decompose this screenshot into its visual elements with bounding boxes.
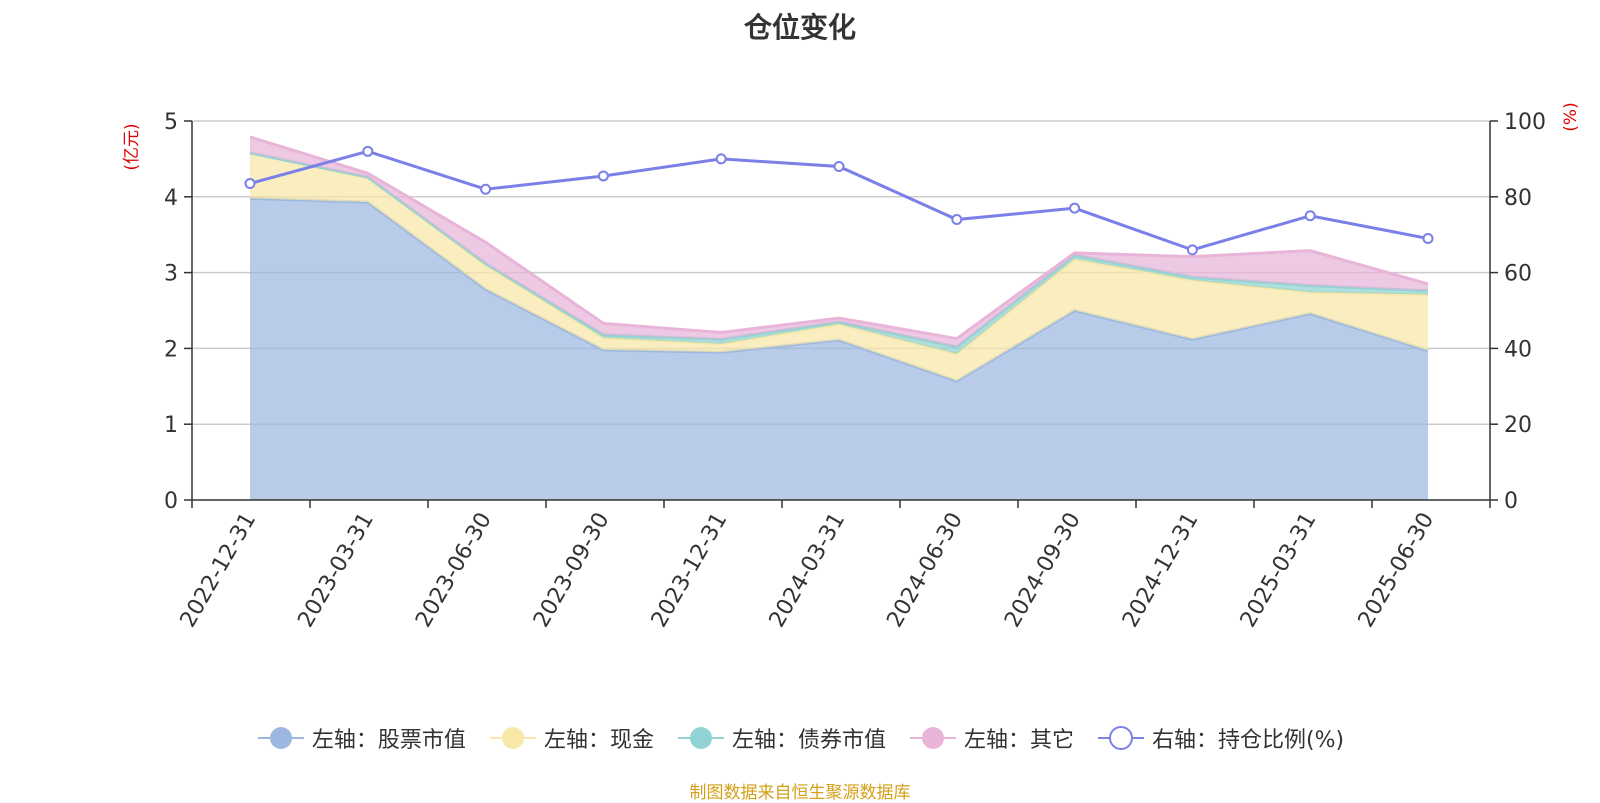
left-tick-label: 4 bbox=[164, 186, 178, 211]
line-point bbox=[833, 160, 845, 172]
chart-plot: 0 1 2 3 4 5 0 20 40 60 80 100 (亿元) (%) 2022-12-31 2023-… bbox=[122, 102, 1581, 632]
left-tick-label: 1 bbox=[164, 413, 178, 438]
x-tick-label: 2023-03-31 bbox=[293, 509, 379, 632]
legend-item[interactable]: 右轴：持仓比例(%) bbox=[1096, 722, 1344, 754]
line-point bbox=[1069, 202, 1081, 214]
x-tick-label: 2023-06-30 bbox=[411, 509, 497, 632]
left-tick-label: 3 bbox=[164, 262, 178, 287]
area-series-4 bbox=[250, 136, 1428, 347]
x-tick-label: 2025-03-31 bbox=[1236, 509, 1322, 632]
legend-label: 左轴：现金 bbox=[543, 728, 654, 753]
line-point bbox=[480, 183, 492, 195]
legend-swatch-icon bbox=[677, 727, 724, 749]
right-tick-label: 100 bbox=[1504, 110, 1546, 135]
legend-item[interactable]: 左轴：股票市值 bbox=[256, 722, 466, 754]
line-point bbox=[1422, 232, 1434, 244]
line-point bbox=[1304, 210, 1316, 222]
line-point bbox=[362, 145, 374, 157]
left-axis-unit: (亿元) bbox=[122, 123, 142, 170]
x-tick-label: 2023-12-31 bbox=[647, 509, 733, 632]
line-point bbox=[1186, 244, 1198, 256]
x-tick-label: 2025-06-30 bbox=[1354, 509, 1440, 632]
area-series-2 bbox=[250, 152, 1428, 381]
line-point bbox=[244, 178, 256, 190]
chart-legend: 左轴：股票市值 左轴：现金 左轴：债券市值 左轴：其它 右轴：持仓比例(%) bbox=[0, 722, 1600, 754]
legend-swatch-icon bbox=[909, 727, 956, 749]
right-tick-label: 60 bbox=[1504, 262, 1532, 287]
legend-label: 右轴：持仓比例(%) bbox=[1151, 728, 1345, 753]
line-point bbox=[951, 214, 963, 226]
x-tick-label: 2024-12-31 bbox=[1118, 509, 1204, 632]
right-tick-label: 40 bbox=[1504, 337, 1532, 362]
area-series-4-line bbox=[249, 135, 1429, 341]
legend-item[interactable]: 左轴：其它 bbox=[908, 722, 1074, 754]
x-tick-label: 2023-09-30 bbox=[529, 509, 615, 632]
legend-swatch-icon bbox=[257, 727, 304, 749]
source-note: 制图数据来自恒生聚源数据库 bbox=[689, 783, 911, 803]
right-tick-label: 20 bbox=[1504, 413, 1532, 438]
chart-title: 仓位变化 bbox=[743, 11, 856, 44]
x-tick-label: 2024-09-30 bbox=[1000, 509, 1086, 632]
right-tick-label: 0 bbox=[1504, 489, 1518, 514]
right-axis-unit: (%) bbox=[1561, 102, 1581, 131]
legend-label: 左轴：其它 bbox=[963, 728, 1074, 753]
legend-item[interactable]: 左轴：债券市值 bbox=[676, 722, 886, 754]
right-tick-label: 80 bbox=[1504, 186, 1532, 211]
legend-item[interactable]: 左轴：现金 bbox=[488, 722, 654, 754]
x-tick-label: 2024-03-31 bbox=[765, 509, 851, 632]
x-tick-label: 2022-12-31 bbox=[176, 509, 262, 632]
area-series-1 bbox=[250, 198, 1428, 501]
legend-swatch-icon bbox=[1097, 726, 1144, 750]
line-point bbox=[597, 170, 609, 182]
line-point bbox=[715, 153, 727, 165]
legend-swatch-icon bbox=[489, 727, 536, 749]
left-tick-label: 2 bbox=[164, 337, 178, 362]
left-tick-label: 0 bbox=[164, 489, 178, 514]
x-tick-label: 2024-06-30 bbox=[882, 509, 968, 632]
legend-label: 左轴：股票市值 bbox=[311, 728, 466, 753]
left-tick-label: 5 bbox=[164, 110, 178, 135]
legend-label: 左轴：债券市值 bbox=[731, 728, 886, 753]
